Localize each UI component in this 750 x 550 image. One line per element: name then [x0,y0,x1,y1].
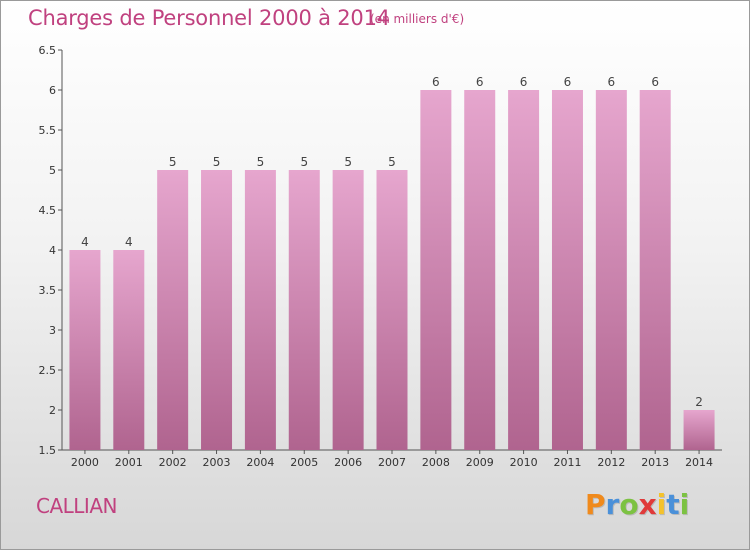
bar-value-label: 4 [81,235,89,249]
logo-letter: i [679,488,690,521]
y-tick-label: 4.5 [39,204,57,217]
bar-value-label: 6 [520,75,528,89]
bar-value-label: 6 [651,75,659,89]
bar-value-label: 5 [388,155,396,169]
logo-letter: t [666,488,680,521]
logo-letter: i [656,488,667,521]
x-tick-label: 2000 [71,456,99,469]
bar-2005 [288,170,320,450]
y-axis: 1.5 2 2.5 3 3.5 4 4.5 5 5.5 6 6.5 [39,44,63,457]
bar-2007 [376,170,408,450]
y-tick-label: 6 [49,84,56,97]
x-tick-label: 2002 [159,456,187,469]
x-tick-label: 2010 [510,456,538,469]
bar-2008 [420,90,452,450]
y-tick-label: 5.5 [39,124,57,137]
bar-2010 [508,90,540,450]
y-tick-label: 5 [49,164,56,177]
bar-2006 [332,170,364,450]
bar-2014 [683,410,715,450]
y-tick-label: 1.5 [39,444,57,457]
logo-letter: r [605,488,620,521]
bar-value-label: 5 [300,155,308,169]
bar-2012 [595,90,627,450]
y-tick-label: 4 [49,244,56,257]
bar-value-label: 5 [257,155,265,169]
commune-name: CALLIAN [36,494,117,518]
logo-letter: P [585,488,606,521]
bar-value-label: 6 [476,75,484,89]
bar-value-label: 6 [608,75,616,89]
bar-2009 [464,90,496,450]
proxiti-logo: Proxiti [585,488,689,521]
x-tick-label: 2012 [597,456,625,469]
x-tick-label: 2013 [641,456,669,469]
chart-title: Charges de Personnel 2000 à 2014 [28,6,390,30]
bar-2011 [551,90,583,450]
y-tick-label: 3 [49,324,56,337]
bar-value-label: 5 [344,155,352,169]
y-tick-label: 3.5 [39,284,57,297]
logo-letter: x [638,488,657,521]
bar-value-label: 6 [432,75,440,89]
bar-value-label: 2 [695,395,703,409]
bar-value-label: 5 [213,155,221,169]
logo-letter: o [619,488,639,521]
bar-2003 [201,170,233,450]
x-tick-label: 2008 [422,456,450,469]
bar-2002 [157,170,189,450]
chart-subtitle: (en milliers d'€) [370,12,465,26]
bar-2004 [244,170,276,450]
x-tick-label: 2004 [246,456,274,469]
bar-value-label: 4 [125,235,133,249]
x-tick-label: 2011 [553,456,581,469]
x-tick-label: 2009 [466,456,494,469]
bar-2013 [639,90,671,450]
x-axis: 2000 2001 2002 2003 2004 2005 2006 2007 2008 2009… [62,449,722,469]
x-tick-label: 2003 [203,456,231,469]
x-tick-label: 2006 [334,456,362,469]
x-tick-label: 2014 [685,456,713,469]
bar-2001 [113,250,145,450]
y-tick-label: 2 [49,404,56,417]
bar-value-label: 6 [564,75,572,89]
bars-group: 4 4 5 5 5 5 5 5 6 6 6 6 6 6 2 [69,75,715,450]
x-tick-label: 2007 [378,456,406,469]
x-tick-label: 2005 [290,456,318,469]
y-tick-label: 2.5 [39,364,57,377]
y-tick-label: 6.5 [39,44,57,57]
x-tick-label: 2001 [115,456,143,469]
bar-value-label: 5 [169,155,177,169]
bar-2000 [69,250,101,450]
